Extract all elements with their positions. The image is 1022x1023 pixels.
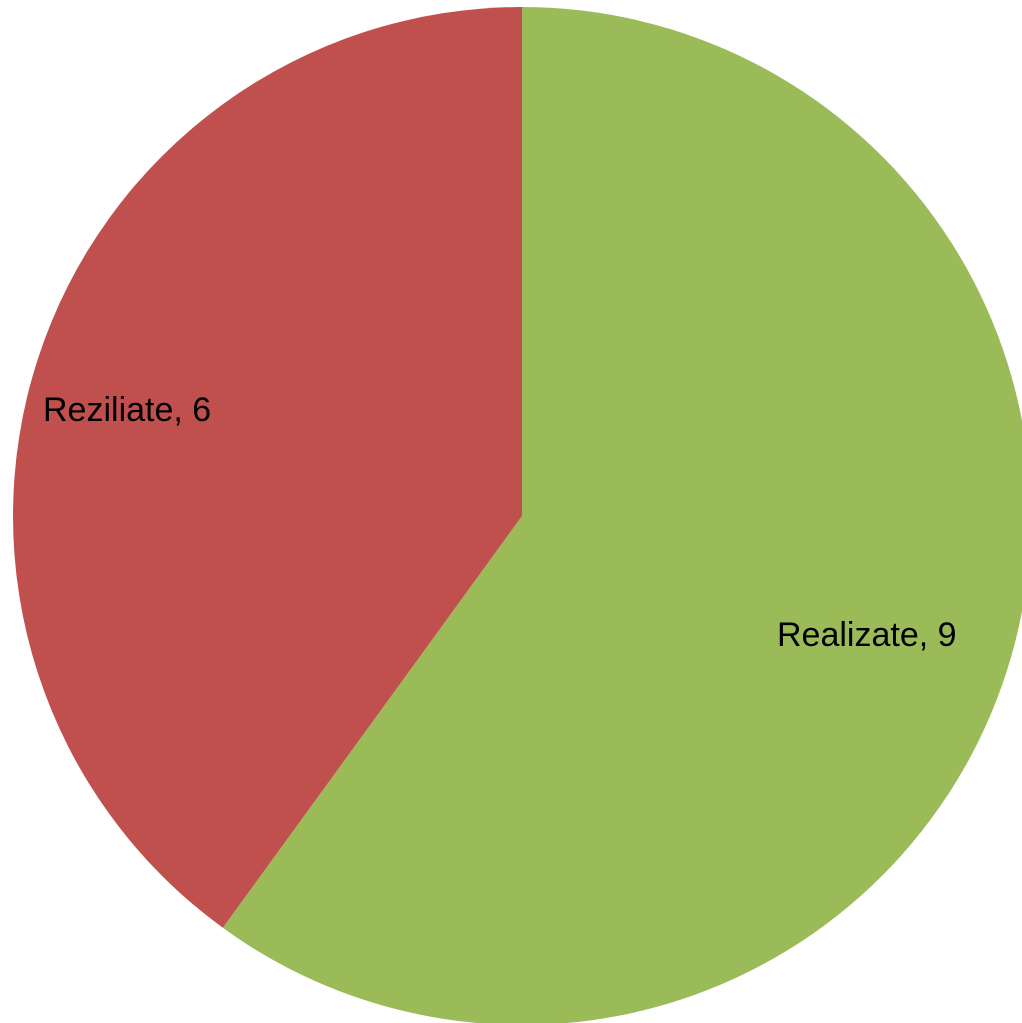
pie-slice-realizate <box>222 7 1022 1023</box>
pie-labels: Realizate, 9 Reziliate, 6 <box>43 391 957 654</box>
pie-slice-reziliate <box>13 7 523 928</box>
slice-label-reziliate: Reziliate, 6 <box>43 391 211 429</box>
slice-label-realizate: Realizate, 9 <box>777 616 957 654</box>
pie-slices <box>13 7 1022 1023</box>
